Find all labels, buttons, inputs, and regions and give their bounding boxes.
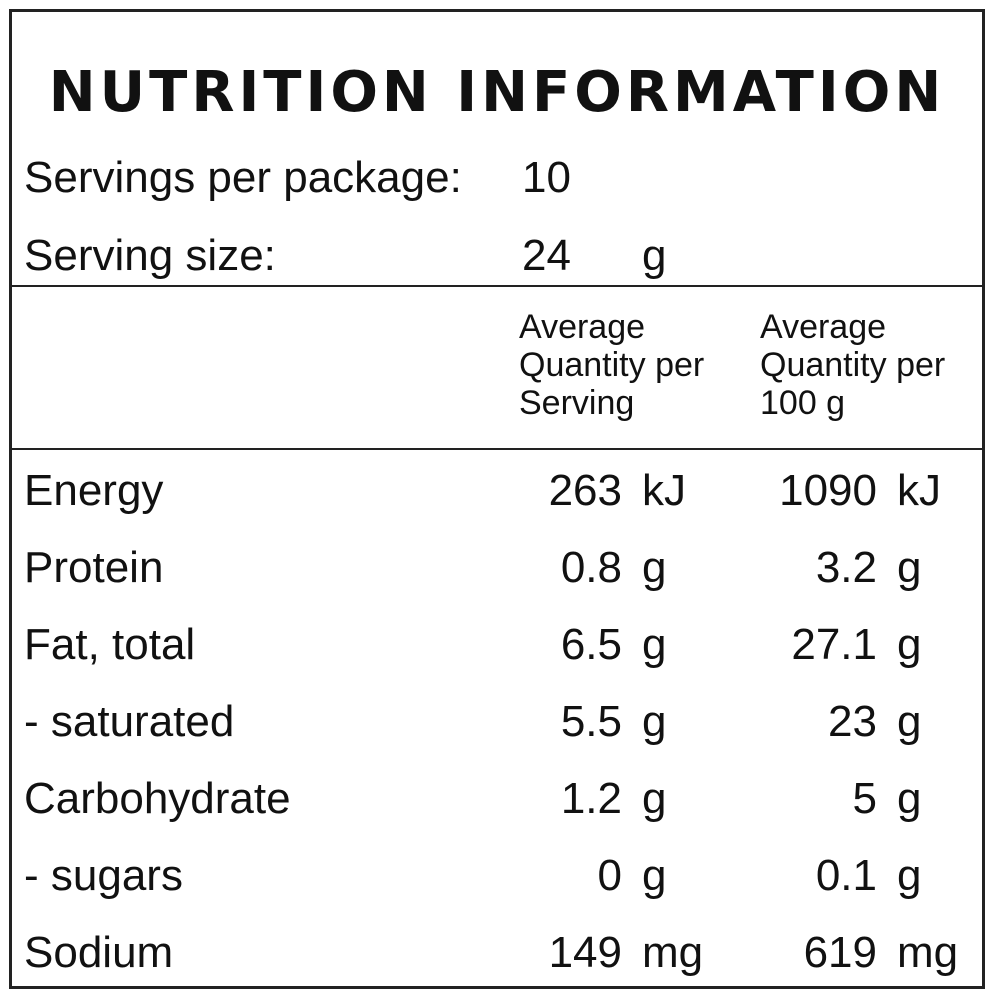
serving-value: 1.2 <box>560 774 622 823</box>
servings-per-package-value: 10 <box>522 153 571 202</box>
per100-unit: kJ <box>897 466 941 515</box>
per100-unit: g <box>897 851 922 900</box>
servings-per-package-label: Servings per package: <box>24 153 462 202</box>
serving-unit: g <box>642 620 667 669</box>
per100-value: 1090 <box>779 466 877 515</box>
serving-size-label: Serving size: <box>24 231 276 280</box>
serving-value: 263 <box>548 466 622 515</box>
per100-unit: mg <box>897 928 959 977</box>
divider-header <box>12 448 982 450</box>
header-per-100g: Average Quantity per 100 g <box>760 308 946 422</box>
nutrient-name: - saturated <box>24 697 235 746</box>
serving-value: 0 <box>597 851 622 900</box>
per100-unit: g <box>897 543 922 592</box>
nutrient-name: Sodium <box>24 928 174 977</box>
serving-size-value: 24 <box>522 231 571 280</box>
per100-value: 0.1 <box>815 851 877 900</box>
serving-value: 6.5 <box>560 620 622 669</box>
per100-value: 23 <box>828 697 877 746</box>
serving-value: 0.8 <box>560 543 622 592</box>
serving-unit: kJ <box>642 466 686 515</box>
serving-unit: g <box>642 851 667 900</box>
serving-value: 5.5 <box>560 697 622 746</box>
per100-value: 619 <box>803 928 877 977</box>
nutrient-name: Fat, total <box>24 620 196 669</box>
per100-value: 3.2 <box>815 543 877 592</box>
per100-unit: g <box>897 620 922 669</box>
nutrient-name: Energy <box>24 466 164 515</box>
per100-unit: g <box>897 774 922 823</box>
serving-unit: g <box>642 543 667 592</box>
nutrient-name: Protein <box>24 543 164 592</box>
serving-unit: g <box>642 697 667 746</box>
nutrient-name: Carbohydrate <box>24 774 291 823</box>
per100-value: 27.1 <box>791 620 877 669</box>
serving-unit: mg <box>642 928 704 977</box>
per100-unit: g <box>897 697 922 746</box>
serving-value: 149 <box>548 928 622 977</box>
per100-value: 5 <box>852 774 877 823</box>
header-per-serving: Average Quantity per Serving <box>519 308 705 422</box>
serving-size-unit: g <box>642 231 667 280</box>
divider-top <box>12 285 982 287</box>
panel-title: NUTRITION INFORMATION <box>48 60 946 125</box>
nutrition-panel: NUTRITION INFORMATION Servings per packa… <box>9 9 985 989</box>
nutrient-name: - sugars <box>24 851 183 900</box>
serving-unit: g <box>642 774 667 823</box>
